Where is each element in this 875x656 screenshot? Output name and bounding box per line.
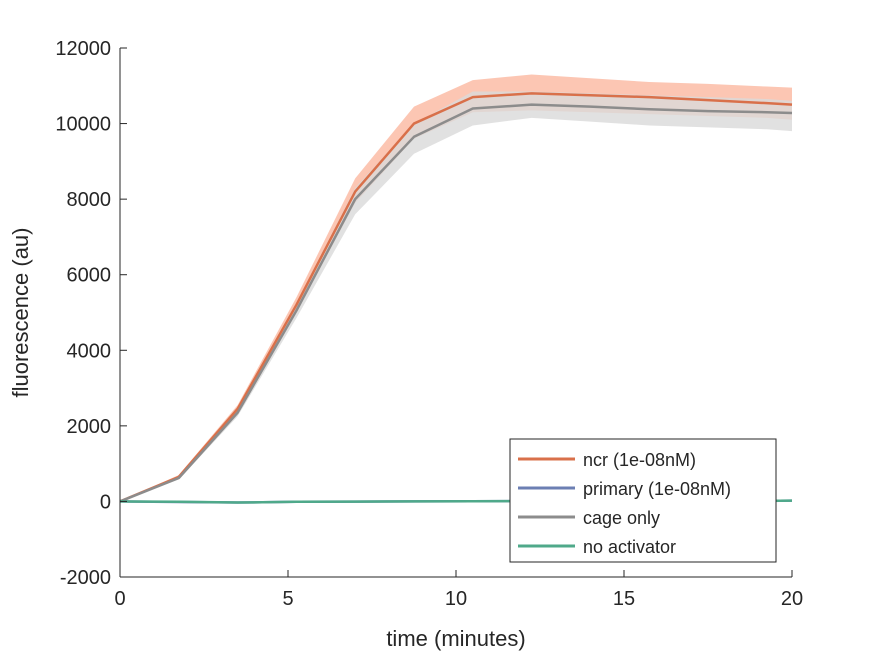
legend-entry-label: primary (1e-08nM) — [583, 479, 731, 499]
series-line — [119, 103, 793, 503]
y-tick-label: 8000 — [67, 189, 112, 211]
x-tick-label: 20 — [781, 588, 803, 610]
x-axis-label: time (minutes) — [386, 626, 525, 651]
x-tick-label: 0 — [114, 588, 125, 610]
y-tick-label: 4000 — [67, 340, 112, 362]
y-tick-label: -2000 — [60, 567, 111, 589]
x-tick-label: 15 — [613, 588, 635, 610]
legend: ncr (1e-08nM) primary (1e-08nM) cage only n… — [509, 438, 777, 563]
x-tick-label: 5 — [282, 588, 293, 610]
y-tick-label: 0 — [100, 491, 111, 513]
y-ticks: -2000 0 2000 4000 6000 8000 10000 12000 — [55, 38, 127, 589]
legend-entry-label: ncr (1e-08nM) — [583, 450, 696, 470]
confidence-band — [120, 74, 792, 502]
series-line — [119, 92, 793, 503]
legend-entry-label: cage only — [583, 508, 660, 528]
x-ticks: 0 5 10 15 20 — [114, 570, 803, 610]
y-tick-label: 2000 — [67, 416, 112, 438]
legend-entry-label: no activator — [583, 537, 676, 557]
x-tick-label: 10 — [445, 588, 467, 610]
y-axis-label: fluorescence (au) — [8, 228, 33, 398]
y-tick-label: 6000 — [67, 265, 112, 287]
y-tick-label: 10000 — [55, 114, 111, 136]
y-tick-label: 12000 — [55, 38, 111, 60]
